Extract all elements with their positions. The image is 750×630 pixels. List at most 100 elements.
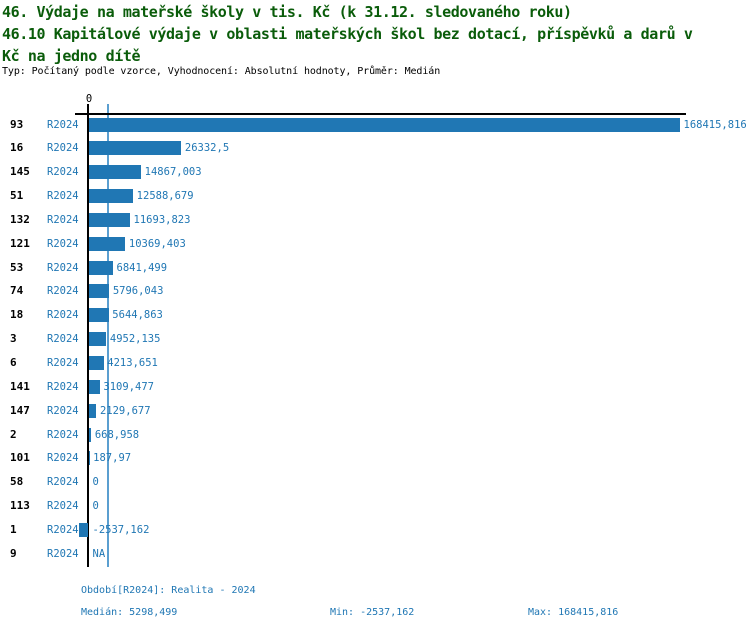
row-id-label: 2: [10, 427, 17, 441]
bar: [89, 427, 92, 442]
row-period-label: R2024: [47, 118, 79, 131]
bar-row: 113 R2024 0: [0, 499, 750, 513]
row-period-label: R2024: [47, 500, 79, 513]
bar-row: 121 R2024 10369,403: [0, 236, 750, 251]
bar-value-label: 10369,403: [128, 237, 186, 250]
row-period-label: R2024: [47, 166, 79, 179]
row-id-label: 93: [10, 117, 24, 131]
row-id-label: 58: [10, 475, 24, 489]
bar-value-label: 12588,679: [136, 190, 194, 203]
row-period-label: R2024: [47, 309, 79, 322]
bar-row: 53 R2024 6841,499: [0, 260, 750, 275]
bar: [89, 332, 107, 347]
bar-row: 51 R2024 12588,679: [0, 189, 750, 204]
bar-row: 132 R2024 11693,823: [0, 212, 750, 227]
bar-value-label: 14867,003: [144, 166, 202, 179]
row-id-label: 6: [10, 356, 17, 369]
bar-row: 101 R2024 187,97: [0, 451, 750, 466]
bar-value-label: 4213,651: [107, 357, 158, 369]
row-id-label: 132: [10, 212, 30, 226]
bar: [89, 189, 134, 204]
bar: [89, 165, 142, 180]
row-period-label: R2024: [47, 285, 79, 298]
row-period-label: R2024: [47, 190, 79, 203]
bar-row: 145 R2024 14867,003: [0, 165, 750, 180]
bar-row: 74 R2024 5796,043: [0, 284, 750, 299]
row-id-label: 145: [10, 165, 30, 179]
bar: [89, 141, 182, 156]
bar-value-label: 4952,135: [109, 333, 161, 346]
axis-top-line: [75, 113, 686, 115]
bar-value-label: 187,97: [93, 452, 132, 465]
bar-row: 18 R2024 5644,863: [0, 308, 750, 323]
row-period-label: R2024: [47, 404, 79, 417]
bar: [89, 451, 90, 466]
bar-value-label: 0: [92, 476, 99, 489]
bar-value-label: 6841,499: [116, 261, 168, 274]
row-period-label: R2024: [47, 357, 79, 369]
row-id-label: 121: [10, 236, 30, 250]
bar-value-label: 5644,863: [112, 309, 163, 322]
row-period-label: R2024: [47, 428, 79, 441]
bar-row: 2 R2024 668,958: [0, 427, 750, 442]
row-id-label: 113: [10, 499, 30, 513]
bar-row: 6 R2024 4213,651: [0, 356, 750, 370]
bar: [89, 117, 680, 132]
chart-title-line1: 46. Výdaje na mateřské školy v tis. Kč (…: [2, 3, 572, 21]
axis-zero-tick-label: 0: [85, 93, 93, 105]
footer-median-stat: Medián: 5298,499: [81, 607, 178, 618]
bar-value-label: 668,958: [94, 428, 140, 441]
row-id-label: 101: [10, 451, 30, 465]
row-id-label: 3: [10, 332, 17, 346]
row-id-label: 141: [10, 379, 30, 393]
row-period-label: R2024: [47, 213, 79, 226]
row-id-label: 1: [10, 522, 17, 536]
chart-title-line2: 46.10 Kapitálové výdaje v oblasti mateřs…: [2, 25, 693, 43]
row-id-label: 147: [10, 403, 30, 417]
bar: [89, 236, 126, 251]
bar-value-label: 5796,043: [112, 285, 164, 298]
footer-max-stat: Max: 168415,816: [528, 607, 619, 618]
bar: [89, 379, 100, 394]
row-id-label: 16: [10, 141, 24, 155]
median-line: [107, 104, 109, 567]
bar: [89, 284, 110, 299]
bar-row: 16 R2024 26332,5: [0, 141, 750, 156]
bar-value-label: NA: [92, 547, 106, 560]
row-period-label: R2024: [47, 452, 79, 465]
chart-title-line3: Kč na jedno dítě: [2, 47, 141, 65]
bar-value-label: -2537,162: [92, 523, 150, 536]
row-id-label: 74: [10, 284, 24, 298]
bar-value-label: 0: [92, 500, 99, 513]
row-period-label: R2024: [47, 142, 79, 155]
bar: [89, 212, 131, 227]
row-period-label: R2024: [47, 237, 79, 250]
row-period-label: R2024: [47, 333, 79, 346]
row-period-label: R2024: [47, 547, 79, 560]
row-period-label: R2024: [47, 523, 79, 536]
row-id-label: 53: [10, 260, 24, 274]
bar-row: 9 R2024 NA: [0, 547, 750, 561]
bar-row: 1 R2024 -2537,162: [0, 522, 750, 537]
bar-value-label: 168415,816: [683, 118, 747, 131]
bar-value-label: 2129,677: [99, 404, 151, 417]
row-id-label: 51: [10, 189, 24, 203]
row-period-label: R2024: [47, 476, 79, 489]
bar: [89, 403, 97, 418]
row-id-label: 9: [10, 546, 17, 560]
bar: [89, 260, 113, 275]
axis-zero-line: [87, 104, 89, 567]
footer-min-stat: Min: -2537,162: [330, 607, 415, 618]
bar-row: 58 R2024 0: [0, 475, 750, 489]
row-id-label: 18: [10, 308, 24, 322]
row-period-label: R2024: [47, 261, 79, 274]
bar-value-label: 3109,477: [103, 380, 154, 393]
bar-row: 3 R2024 4952,135: [0, 332, 750, 347]
bar-value-label: 11693,823: [133, 213, 191, 226]
row-period-label: R2024: [47, 380, 79, 393]
bar-value-label: 26332,5: [184, 142, 230, 155]
bar: [79, 522, 88, 537]
bar-row: 141 R2024 3109,477: [0, 379, 750, 394]
